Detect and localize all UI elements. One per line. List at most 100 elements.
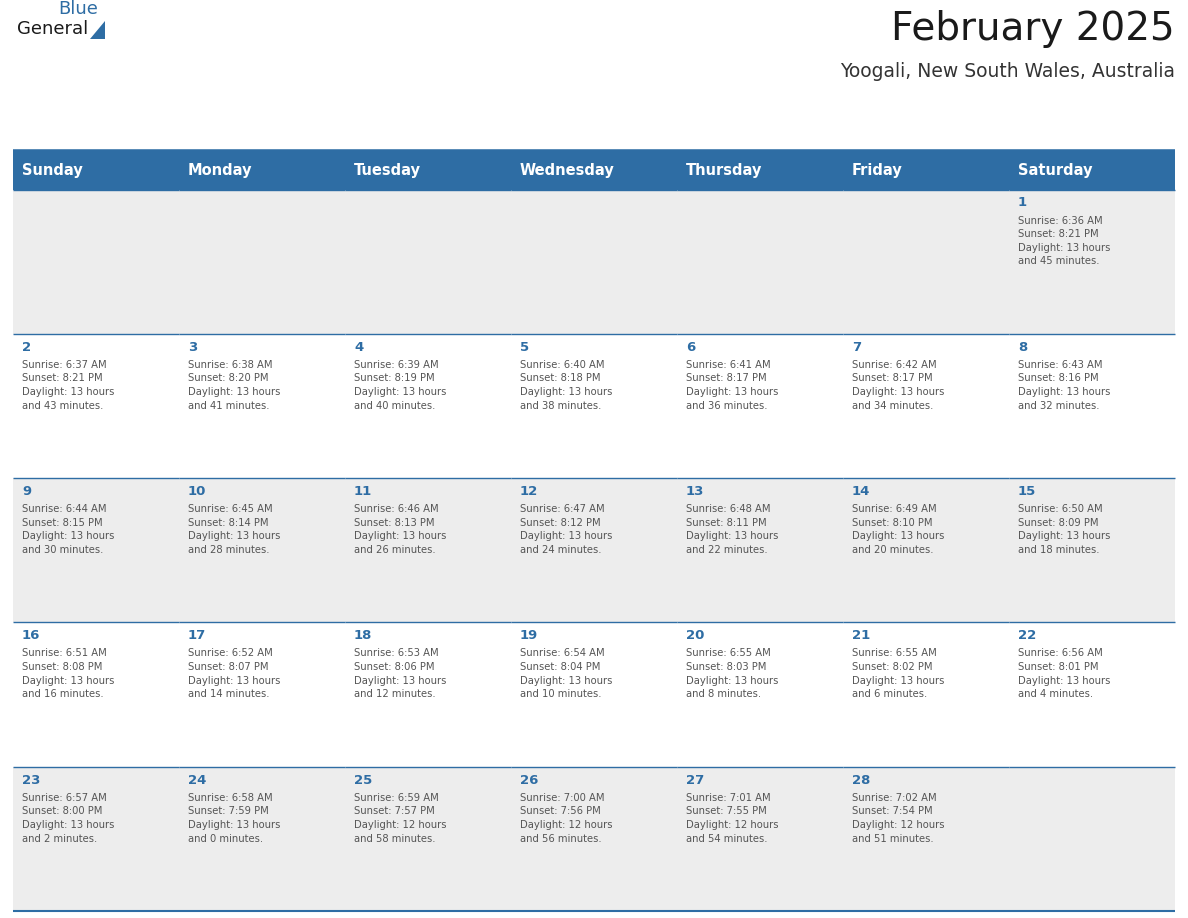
Text: 7: 7 [852, 341, 861, 353]
Text: Sunrise: 6:41 AM
Sunset: 8:17 PM
Daylight: 13 hours
and 36 minutes.: Sunrise: 6:41 AM Sunset: 8:17 PM Dayligh… [685, 360, 778, 410]
Text: February 2025: February 2025 [891, 10, 1175, 48]
Text: 2: 2 [23, 341, 31, 353]
Bar [511, 334, 677, 478]
Bar [843, 478, 1009, 622]
Text: 12: 12 [520, 485, 538, 498]
Text: Sunrise: 6:38 AM
Sunset: 8:20 PM
Daylight: 13 hours
and 41 minutes.: Sunrise: 6:38 AM Sunset: 8:20 PM Dayligh… [188, 360, 280, 410]
Text: Saturday: Saturday [1018, 163, 1093, 178]
Bar [345, 152, 511, 189]
Text: 15: 15 [1018, 485, 1036, 498]
Bar [1009, 478, 1175, 622]
Bar [677, 152, 843, 189]
Text: Sunrise: 6:56 AM
Sunset: 8:01 PM
Daylight: 13 hours
and 4 minutes.: Sunrise: 6:56 AM Sunset: 8:01 PM Dayligh… [1018, 648, 1111, 700]
Text: Sunday: Sunday [23, 163, 83, 178]
Bar [13, 622, 179, 767]
Text: Sunrise: 7:01 AM
Sunset: 7:55 PM
Daylight: 12 hours
and 54 minutes.: Sunrise: 7:01 AM Sunset: 7:55 PM Dayligh… [685, 793, 778, 844]
Text: Sunrise: 6:50 AM
Sunset: 8:09 PM
Daylight: 13 hours
and 18 minutes.: Sunrise: 6:50 AM Sunset: 8:09 PM Dayligh… [1018, 504, 1111, 554]
Text: Sunrise: 6:49 AM
Sunset: 8:10 PM
Daylight: 13 hours
and 20 minutes.: Sunrise: 6:49 AM Sunset: 8:10 PM Dayligh… [852, 504, 944, 554]
Bar [13, 189, 179, 334]
Text: Sunrise: 6:37 AM
Sunset: 8:21 PM
Daylight: 13 hours
and 43 minutes.: Sunrise: 6:37 AM Sunset: 8:21 PM Dayligh… [23, 360, 114, 410]
Bar [179, 334, 345, 478]
Text: Sunrise: 6:40 AM
Sunset: 8:18 PM
Daylight: 13 hours
and 38 minutes.: Sunrise: 6:40 AM Sunset: 8:18 PM Dayligh… [520, 360, 612, 410]
Text: Sunrise: 6:59 AM
Sunset: 7:57 PM
Daylight: 12 hours
and 58 minutes.: Sunrise: 6:59 AM Sunset: 7:57 PM Dayligh… [354, 793, 447, 844]
Bar [511, 622, 677, 767]
Bar [843, 189, 1009, 334]
Bar [843, 334, 1009, 478]
Text: 8: 8 [1018, 341, 1028, 353]
Text: 16: 16 [23, 630, 40, 643]
Text: Monday: Monday [188, 163, 253, 178]
Text: 23: 23 [23, 774, 40, 787]
Bar [677, 334, 843, 478]
Text: 5: 5 [520, 341, 529, 353]
Text: 11: 11 [354, 485, 372, 498]
Text: Sunrise: 6:47 AM
Sunset: 8:12 PM
Daylight: 13 hours
and 24 minutes.: Sunrise: 6:47 AM Sunset: 8:12 PM Dayligh… [520, 504, 612, 554]
Text: 18: 18 [354, 630, 372, 643]
Text: Yoogali, New South Wales, Australia: Yoogali, New South Wales, Australia [840, 62, 1175, 81]
Bar [1009, 189, 1175, 334]
Text: 14: 14 [852, 485, 871, 498]
Text: Sunrise: 7:02 AM
Sunset: 7:54 PM
Daylight: 12 hours
and 51 minutes.: Sunrise: 7:02 AM Sunset: 7:54 PM Dayligh… [852, 793, 944, 844]
Text: 20: 20 [685, 630, 704, 643]
Bar [179, 767, 345, 911]
Bar [677, 767, 843, 911]
Text: 17: 17 [188, 630, 207, 643]
Text: 3: 3 [188, 341, 197, 353]
Text: 26: 26 [520, 774, 538, 787]
Text: 9: 9 [23, 485, 31, 498]
Bar [179, 622, 345, 767]
Text: Sunrise: 6:57 AM
Sunset: 8:00 PM
Daylight: 13 hours
and 2 minutes.: Sunrise: 6:57 AM Sunset: 8:00 PM Dayligh… [23, 793, 114, 844]
Text: 22: 22 [1018, 630, 1036, 643]
Text: Sunrise: 6:53 AM
Sunset: 8:06 PM
Daylight: 13 hours
and 12 minutes.: Sunrise: 6:53 AM Sunset: 8:06 PM Dayligh… [354, 648, 447, 700]
Text: 21: 21 [852, 630, 871, 643]
Bar [677, 478, 843, 622]
Text: Wednesday: Wednesday [520, 163, 614, 178]
Text: Sunrise: 6:58 AM
Sunset: 7:59 PM
Daylight: 13 hours
and 0 minutes.: Sunrise: 6:58 AM Sunset: 7:59 PM Dayligh… [188, 793, 280, 844]
Bar [677, 189, 843, 334]
Text: Sunrise: 6:51 AM
Sunset: 8:08 PM
Daylight: 13 hours
and 16 minutes.: Sunrise: 6:51 AM Sunset: 8:08 PM Dayligh… [23, 648, 114, 700]
Bar [511, 478, 677, 622]
Text: 6: 6 [685, 341, 695, 353]
Text: Friday: Friday [852, 163, 903, 178]
Bar [345, 767, 511, 911]
Bar [13, 152, 179, 189]
Text: General: General [17, 20, 88, 38]
Bar [511, 152, 677, 189]
Text: Sunrise: 6:48 AM
Sunset: 8:11 PM
Daylight: 13 hours
and 22 minutes.: Sunrise: 6:48 AM Sunset: 8:11 PM Dayligh… [685, 504, 778, 554]
Polygon shape [90, 21, 106, 39]
Text: Blue: Blue [58, 1, 97, 18]
Text: 13: 13 [685, 485, 704, 498]
Bar [13, 767, 179, 911]
Text: Sunrise: 6:43 AM
Sunset: 8:16 PM
Daylight: 13 hours
and 32 minutes.: Sunrise: 6:43 AM Sunset: 8:16 PM Dayligh… [1018, 360, 1111, 410]
Bar [13, 478, 179, 622]
Text: 27: 27 [685, 774, 704, 787]
Text: Sunrise: 6:36 AM
Sunset: 8:21 PM
Daylight: 13 hours
and 45 minutes.: Sunrise: 6:36 AM Sunset: 8:21 PM Dayligh… [1018, 216, 1111, 266]
Bar [13, 334, 179, 478]
Bar [1009, 767, 1175, 911]
Text: Sunrise: 6:44 AM
Sunset: 8:15 PM
Daylight: 13 hours
and 30 minutes.: Sunrise: 6:44 AM Sunset: 8:15 PM Dayligh… [23, 504, 114, 554]
Text: Sunrise: 6:46 AM
Sunset: 8:13 PM
Daylight: 13 hours
and 26 minutes.: Sunrise: 6:46 AM Sunset: 8:13 PM Dayligh… [354, 504, 447, 554]
Text: Sunrise: 7:00 AM
Sunset: 7:56 PM
Daylight: 12 hours
and 56 minutes.: Sunrise: 7:00 AM Sunset: 7:56 PM Dayligh… [520, 793, 613, 844]
Text: Thursday: Thursday [685, 163, 763, 178]
Text: Sunrise: 6:42 AM
Sunset: 8:17 PM
Daylight: 13 hours
and 34 minutes.: Sunrise: 6:42 AM Sunset: 8:17 PM Dayligh… [852, 360, 944, 410]
Text: Sunrise: 6:54 AM
Sunset: 8:04 PM
Daylight: 13 hours
and 10 minutes.: Sunrise: 6:54 AM Sunset: 8:04 PM Dayligh… [520, 648, 612, 700]
Text: Sunrise: 6:39 AM
Sunset: 8:19 PM
Daylight: 13 hours
and 40 minutes.: Sunrise: 6:39 AM Sunset: 8:19 PM Dayligh… [354, 360, 447, 410]
Bar [345, 622, 511, 767]
Text: 19: 19 [520, 630, 538, 643]
Bar [677, 622, 843, 767]
Bar [345, 478, 511, 622]
Text: 24: 24 [188, 774, 207, 787]
Bar [179, 189, 345, 334]
Text: Sunrise: 6:55 AM
Sunset: 8:02 PM
Daylight: 13 hours
and 6 minutes.: Sunrise: 6:55 AM Sunset: 8:02 PM Dayligh… [852, 648, 944, 700]
Text: Sunrise: 6:52 AM
Sunset: 8:07 PM
Daylight: 13 hours
and 14 minutes.: Sunrise: 6:52 AM Sunset: 8:07 PM Dayligh… [188, 648, 280, 700]
Bar [843, 152, 1009, 189]
Bar [345, 334, 511, 478]
Bar [345, 189, 511, 334]
Text: Sunrise: 6:45 AM
Sunset: 8:14 PM
Daylight: 13 hours
and 28 minutes.: Sunrise: 6:45 AM Sunset: 8:14 PM Dayligh… [188, 504, 280, 554]
Text: Sunrise: 6:55 AM
Sunset: 8:03 PM
Daylight: 13 hours
and 8 minutes.: Sunrise: 6:55 AM Sunset: 8:03 PM Dayligh… [685, 648, 778, 700]
Bar [843, 767, 1009, 911]
Bar [1009, 152, 1175, 189]
Text: 28: 28 [852, 774, 871, 787]
Text: 10: 10 [188, 485, 207, 498]
Bar [1009, 622, 1175, 767]
